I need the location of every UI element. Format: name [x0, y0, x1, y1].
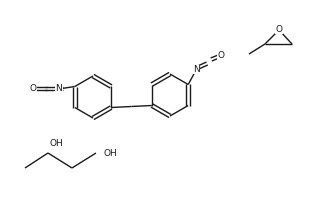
Text: O: O: [275, 24, 282, 34]
Text: O: O: [218, 51, 225, 60]
Text: N: N: [55, 84, 62, 93]
Text: O: O: [29, 84, 36, 93]
Text: OH: OH: [50, 140, 64, 148]
Text: OH: OH: [104, 149, 118, 159]
Text: N: N: [193, 65, 200, 74]
